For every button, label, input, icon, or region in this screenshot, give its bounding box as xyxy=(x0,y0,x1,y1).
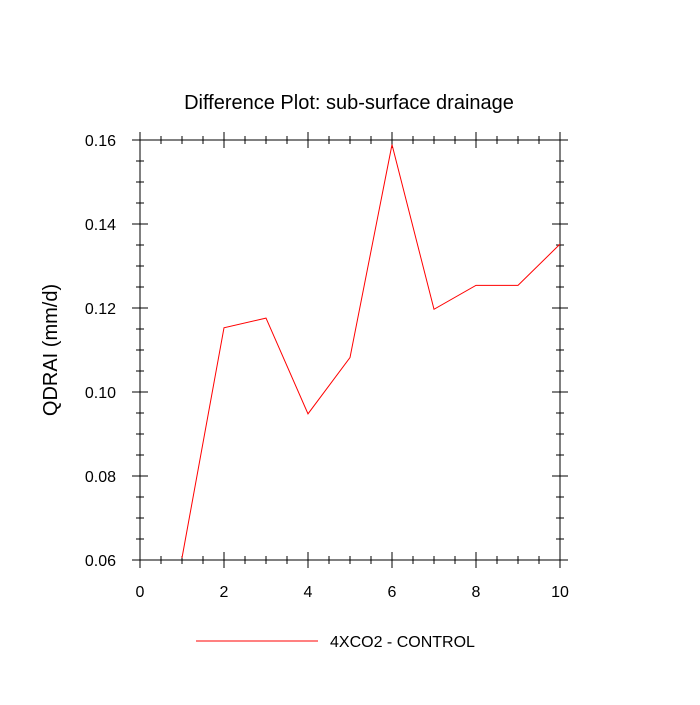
y-tick-label: 0.08 xyxy=(85,469,116,486)
chart-title: Difference Plot: sub-surface drainage xyxy=(184,92,514,114)
legend-label: 4XCO2 - CONTROL xyxy=(330,634,475,651)
x-tick-label: 0 xyxy=(136,584,145,601)
legend: 4XCO2 - CONTROL xyxy=(196,634,475,651)
y-tick-label: 0.14 xyxy=(85,217,116,234)
x-tick-label: 10 xyxy=(551,584,569,601)
plot-frame xyxy=(139,139,561,561)
y-tick-label: 0.06 xyxy=(85,553,116,570)
series-layer xyxy=(181,144,561,558)
y-tick-label: 0.10 xyxy=(85,385,116,402)
series-line xyxy=(181,144,561,558)
x-tick-label: 8 xyxy=(472,584,481,601)
x-tick-label: 6 xyxy=(388,584,397,601)
x-tick-label: 4 xyxy=(304,584,313,601)
y-tick-label: 0.16 xyxy=(85,133,116,150)
y-axis-label: QDRAI (mm/d) xyxy=(40,284,62,416)
x-tick-label: 2 xyxy=(220,584,229,601)
y-tick-label: 0.12 xyxy=(85,301,116,318)
axis-ticks xyxy=(132,132,568,568)
axis-tick-labels: 0 2 4 6 8 10 0.06 0.08 0.10 0.12 0.14 0.16 xyxy=(85,133,569,601)
